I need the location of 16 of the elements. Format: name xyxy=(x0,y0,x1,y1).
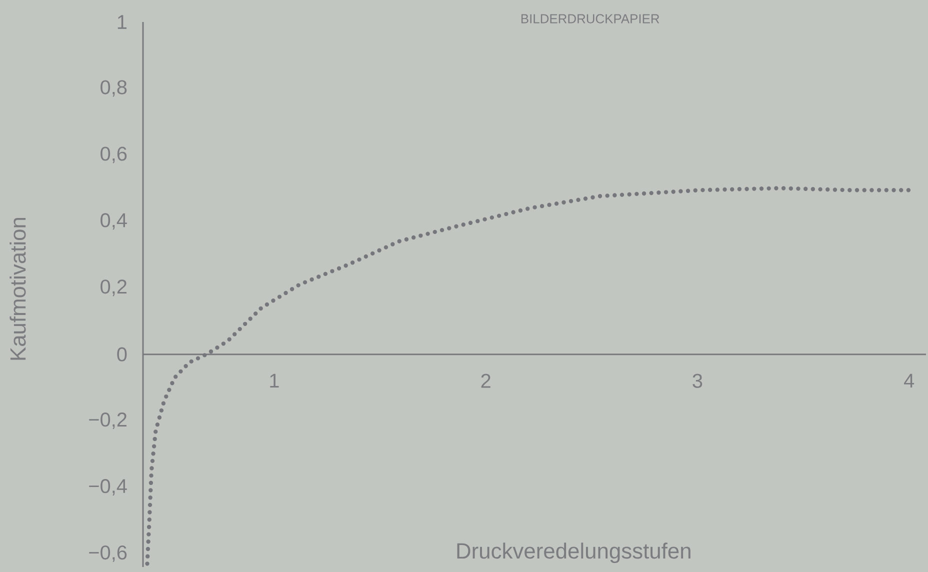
y-tick-label: 0 xyxy=(117,347,127,362)
y-tick-label: −0,6 xyxy=(89,545,127,562)
y-axis-title: Kaufmotivation xyxy=(10,218,26,360)
y-tick-label: 1 xyxy=(118,15,127,29)
x-tick-label: 3 xyxy=(692,374,702,388)
x-axis-title: Druckveredelungsstufen xyxy=(457,542,690,564)
y-tick-label: 0,6 xyxy=(100,146,127,164)
x-tick-label: 2 xyxy=(481,374,490,388)
y-tick-label: −0,4 xyxy=(89,479,127,496)
x-tick-label: 4 xyxy=(904,374,914,388)
x-tick-label: 1 xyxy=(270,374,279,388)
y-tick-label: −0,2 xyxy=(89,412,126,430)
y-tick-label: 0,4 xyxy=(100,213,127,230)
chart-title: BILDERDRUCKPAPIER xyxy=(521,14,660,24)
y-tick-label: 0,8 xyxy=(100,80,127,97)
y-tick-label: 0,2 xyxy=(100,280,126,296)
